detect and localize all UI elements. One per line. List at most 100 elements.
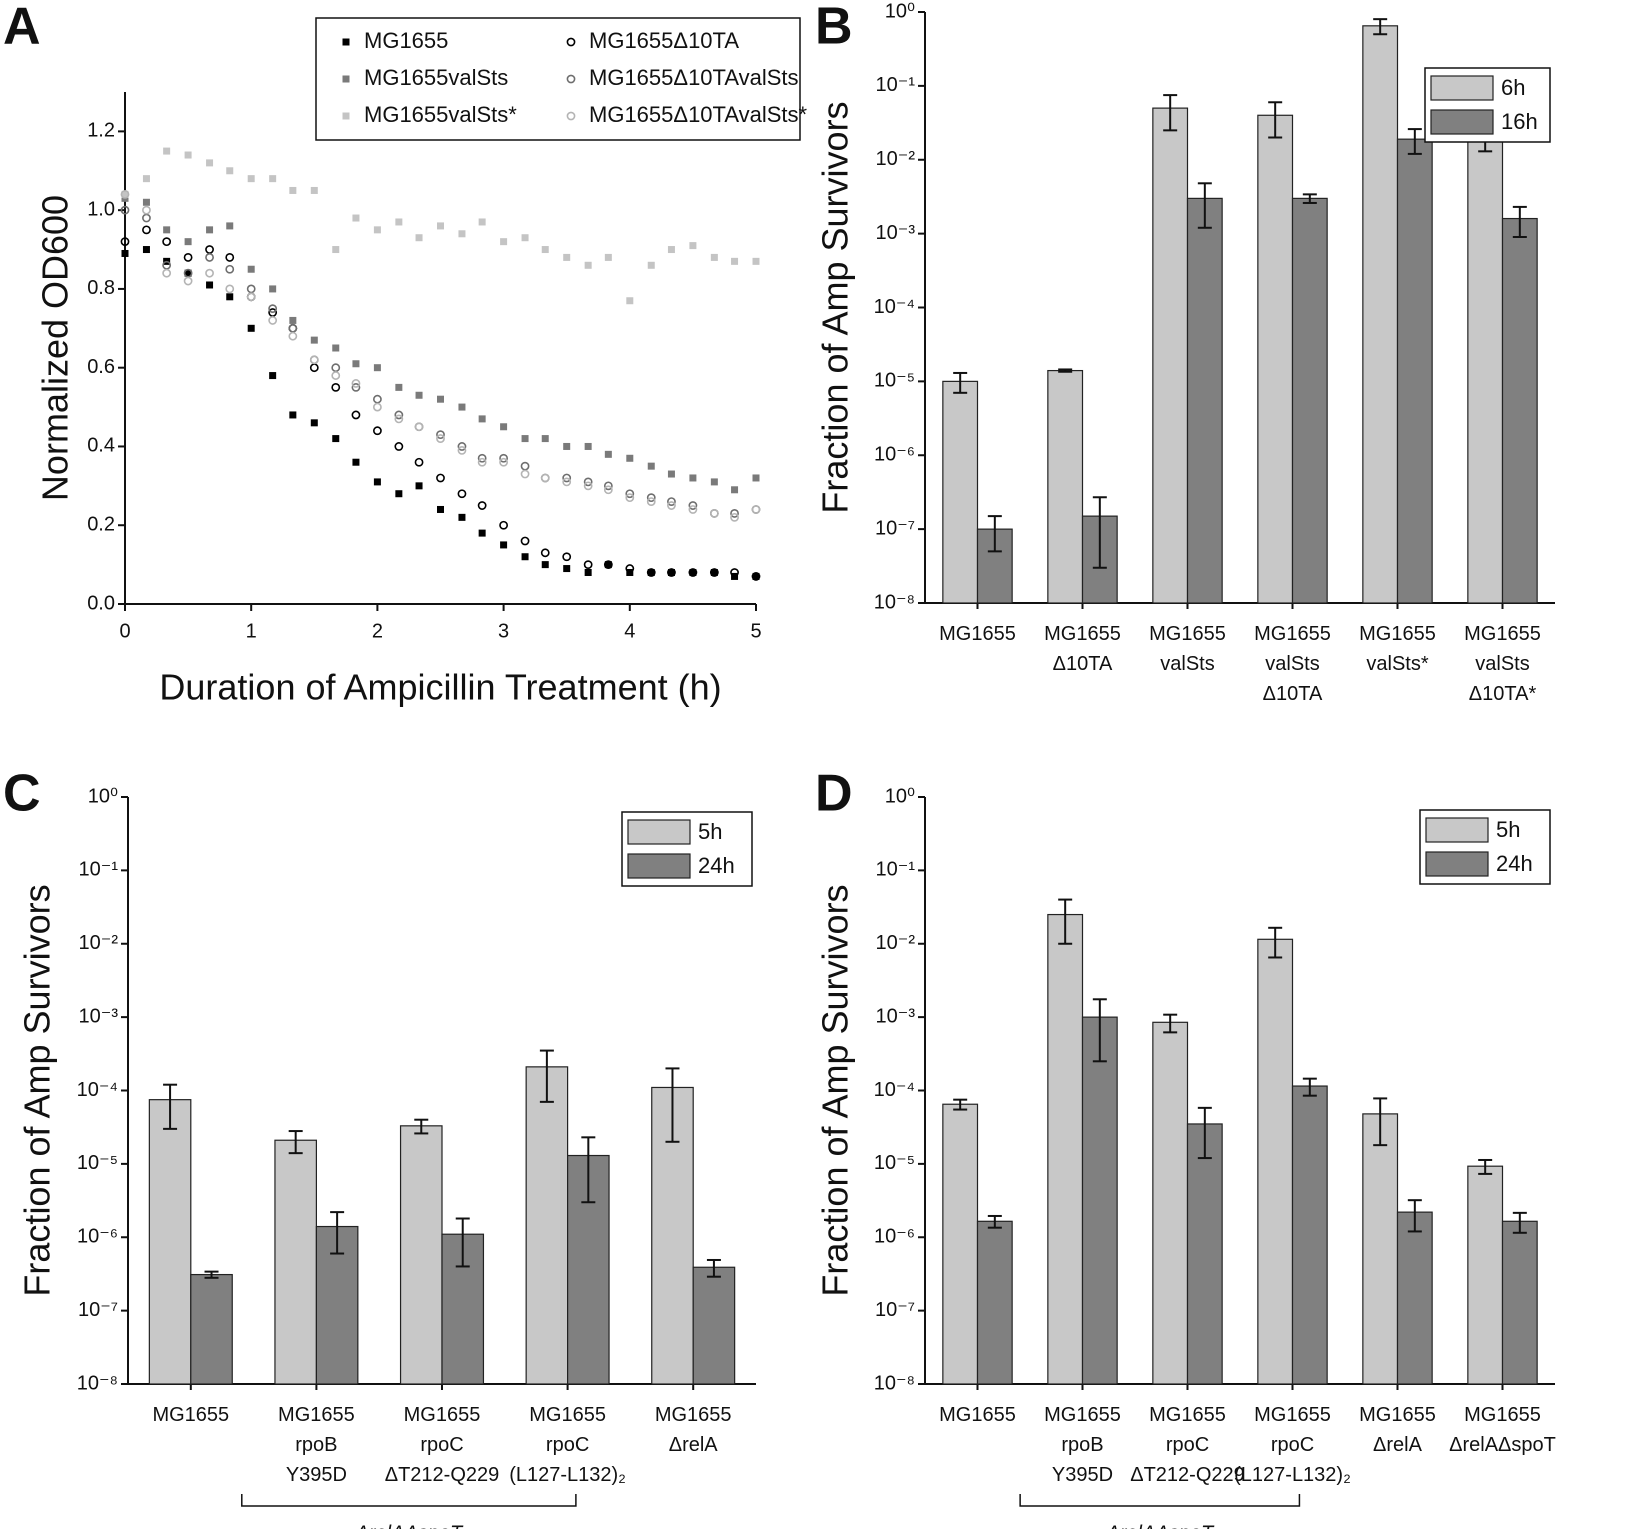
point [269,372,277,380]
point [752,257,760,265]
point [394,414,404,424]
point [332,344,340,352]
legend-label: MG1655Δ10TAvalSts* [589,102,808,127]
x-tick-line: MG1655 [939,1404,1016,1426]
x-tick-line: rpoB [1061,1434,1103,1456]
point [331,371,341,380]
error-bar [987,1214,1002,1229]
y-tick-label: 10⁻³ [876,222,916,244]
point [730,568,739,577]
x-tick-label: 5 [750,620,761,642]
y-axis-label: Fraction of Amp Survivors [815,884,856,1296]
legend-swatch [627,819,691,845]
error-bar [1197,1106,1212,1160]
point [647,568,655,576]
point [352,458,360,466]
error-bar [1163,1013,1178,1034]
point [394,442,404,451]
x-tick-label: MG1655 valSts Δ10TA [1254,623,1331,705]
point [226,293,234,301]
legend-label: 24h [698,853,735,878]
point [584,568,592,576]
error-bar [330,1211,345,1255]
panel-label: A [3,0,41,56]
legend-label: MG1655valSts* [364,102,517,127]
panel-label: D [815,765,853,823]
legend-marker [566,74,576,84]
point [289,316,297,324]
x-tick-label: 0 [119,620,130,642]
point [184,151,192,159]
point [688,568,698,577]
x-tick-line: MG1655 [1044,623,1121,645]
bar [190,1273,233,1385]
point [457,442,467,451]
point [667,568,676,577]
legend-swatch [1425,817,1489,843]
point [310,419,318,427]
bar [1257,938,1294,1385]
x-tick-label: MG1655 valSts* [1359,623,1436,675]
error-bar [953,1098,968,1111]
error-bar [1058,898,1073,945]
error-bar [1268,101,1283,139]
bar [1152,107,1189,604]
error-bar [665,1067,680,1143]
x-tick-label: 1 [246,620,257,642]
x-tick-line: MG1655 [278,1404,355,1426]
bar [1291,1085,1328,1385]
x-tick-line: MG1655 [1254,1404,1331,1426]
error-bar [1373,18,1388,36]
bar [274,1139,317,1385]
point [142,175,150,183]
point [205,253,214,262]
x-tick-line: Y395D [286,1464,347,1486]
point [458,513,466,521]
y-tick-label: 10⁻⁸ [874,1372,915,1394]
point [562,473,572,483]
legend-swatch [627,853,691,879]
error-bar [204,1270,219,1279]
legend-label: 5h [698,819,722,844]
point [372,402,382,412]
point [415,391,423,399]
x-tick-line: rpoB [295,1434,337,1456]
bar [942,380,979,604]
point [710,478,718,486]
x-tick-line: ΔrelA [1373,1434,1423,1456]
point [206,226,214,234]
legend-label: 5h [1496,817,1520,842]
bar [1362,25,1399,604]
bar [1501,217,1538,604]
x-tick-label: 2 [372,620,383,642]
x-tick-label: MG1655 rpoC (L127-L132)₂ [1234,1404,1351,1486]
point [603,485,613,495]
point [289,186,297,194]
point [730,512,739,522]
point [583,560,593,570]
point [478,529,486,537]
point [288,331,298,341]
y-axis-label: Fraction of Amp Survivors [815,101,856,513]
x-tick-line: Δ10TA [1263,683,1323,705]
y-tick-label: 10⁻⁵ [77,1152,118,1174]
bar [942,1103,979,1385]
point [709,568,719,577]
point [520,469,530,479]
point [603,481,613,491]
x-tick-line: MG1655 [1359,1404,1436,1426]
point [710,253,718,261]
point [604,253,612,261]
error-bar [1512,1211,1527,1234]
point [351,382,361,392]
point [162,237,172,247]
point [247,175,255,183]
bar [1362,1113,1399,1385]
point [163,226,171,234]
x-tick-label: MG1655 rpoC (L127-L132)₂ [509,1404,626,1486]
y-tick-label: 10⁻⁷ [875,517,915,539]
y-tick-label: 10⁻⁷ [875,1299,915,1321]
x-tick-line: rpoC [420,1434,463,1456]
point [310,186,318,194]
x-tick-line: Y395D [1052,1464,1113,1486]
